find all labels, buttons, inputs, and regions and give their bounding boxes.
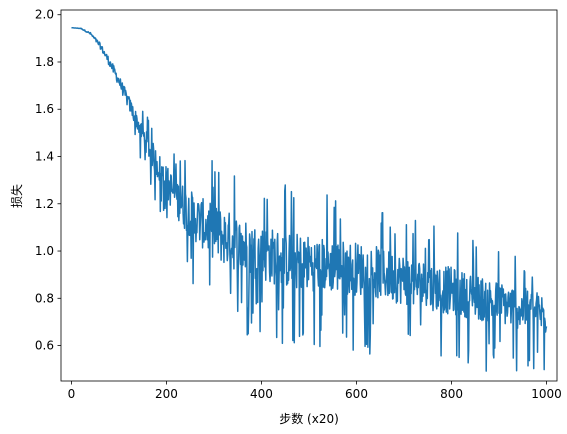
y-tick-label: 1.8 (35, 55, 54, 69)
plot-frame (61, 10, 557, 381)
x-tick-label: 800 (440, 387, 463, 401)
y-tick-label: 0.6 (35, 339, 54, 353)
x-tick-label: 600 (345, 387, 368, 401)
y-tick-label: 1.0 (35, 244, 54, 258)
x-axis-label: 步数 (x20) (279, 411, 339, 426)
x-axis: 0 200 400 600 800 1000 (68, 381, 562, 401)
x-tick-label: 1000 (531, 387, 562, 401)
y-tick-label: 1.4 (35, 150, 54, 164)
plot-area (60, 9, 558, 382)
y-tick-label: 1.6 (35, 102, 54, 116)
y-axis-label: 损失 (9, 184, 24, 208)
x-tick-label: 0 (68, 387, 76, 401)
y-tick-label: 1.2 (35, 197, 54, 211)
plot-border (60, 9, 558, 382)
y-axis: 0.6 0.8 1.0 1.2 1.4 1.6 1.8 2.0 (35, 8, 61, 353)
x-tick-label: 400 (250, 387, 273, 401)
loss-series-line (71, 26, 548, 372)
y-tick-label: 0.8 (35, 291, 54, 305)
x-tick-label: 200 (155, 387, 178, 401)
y-tick-label: 2.0 (35, 8, 54, 22)
